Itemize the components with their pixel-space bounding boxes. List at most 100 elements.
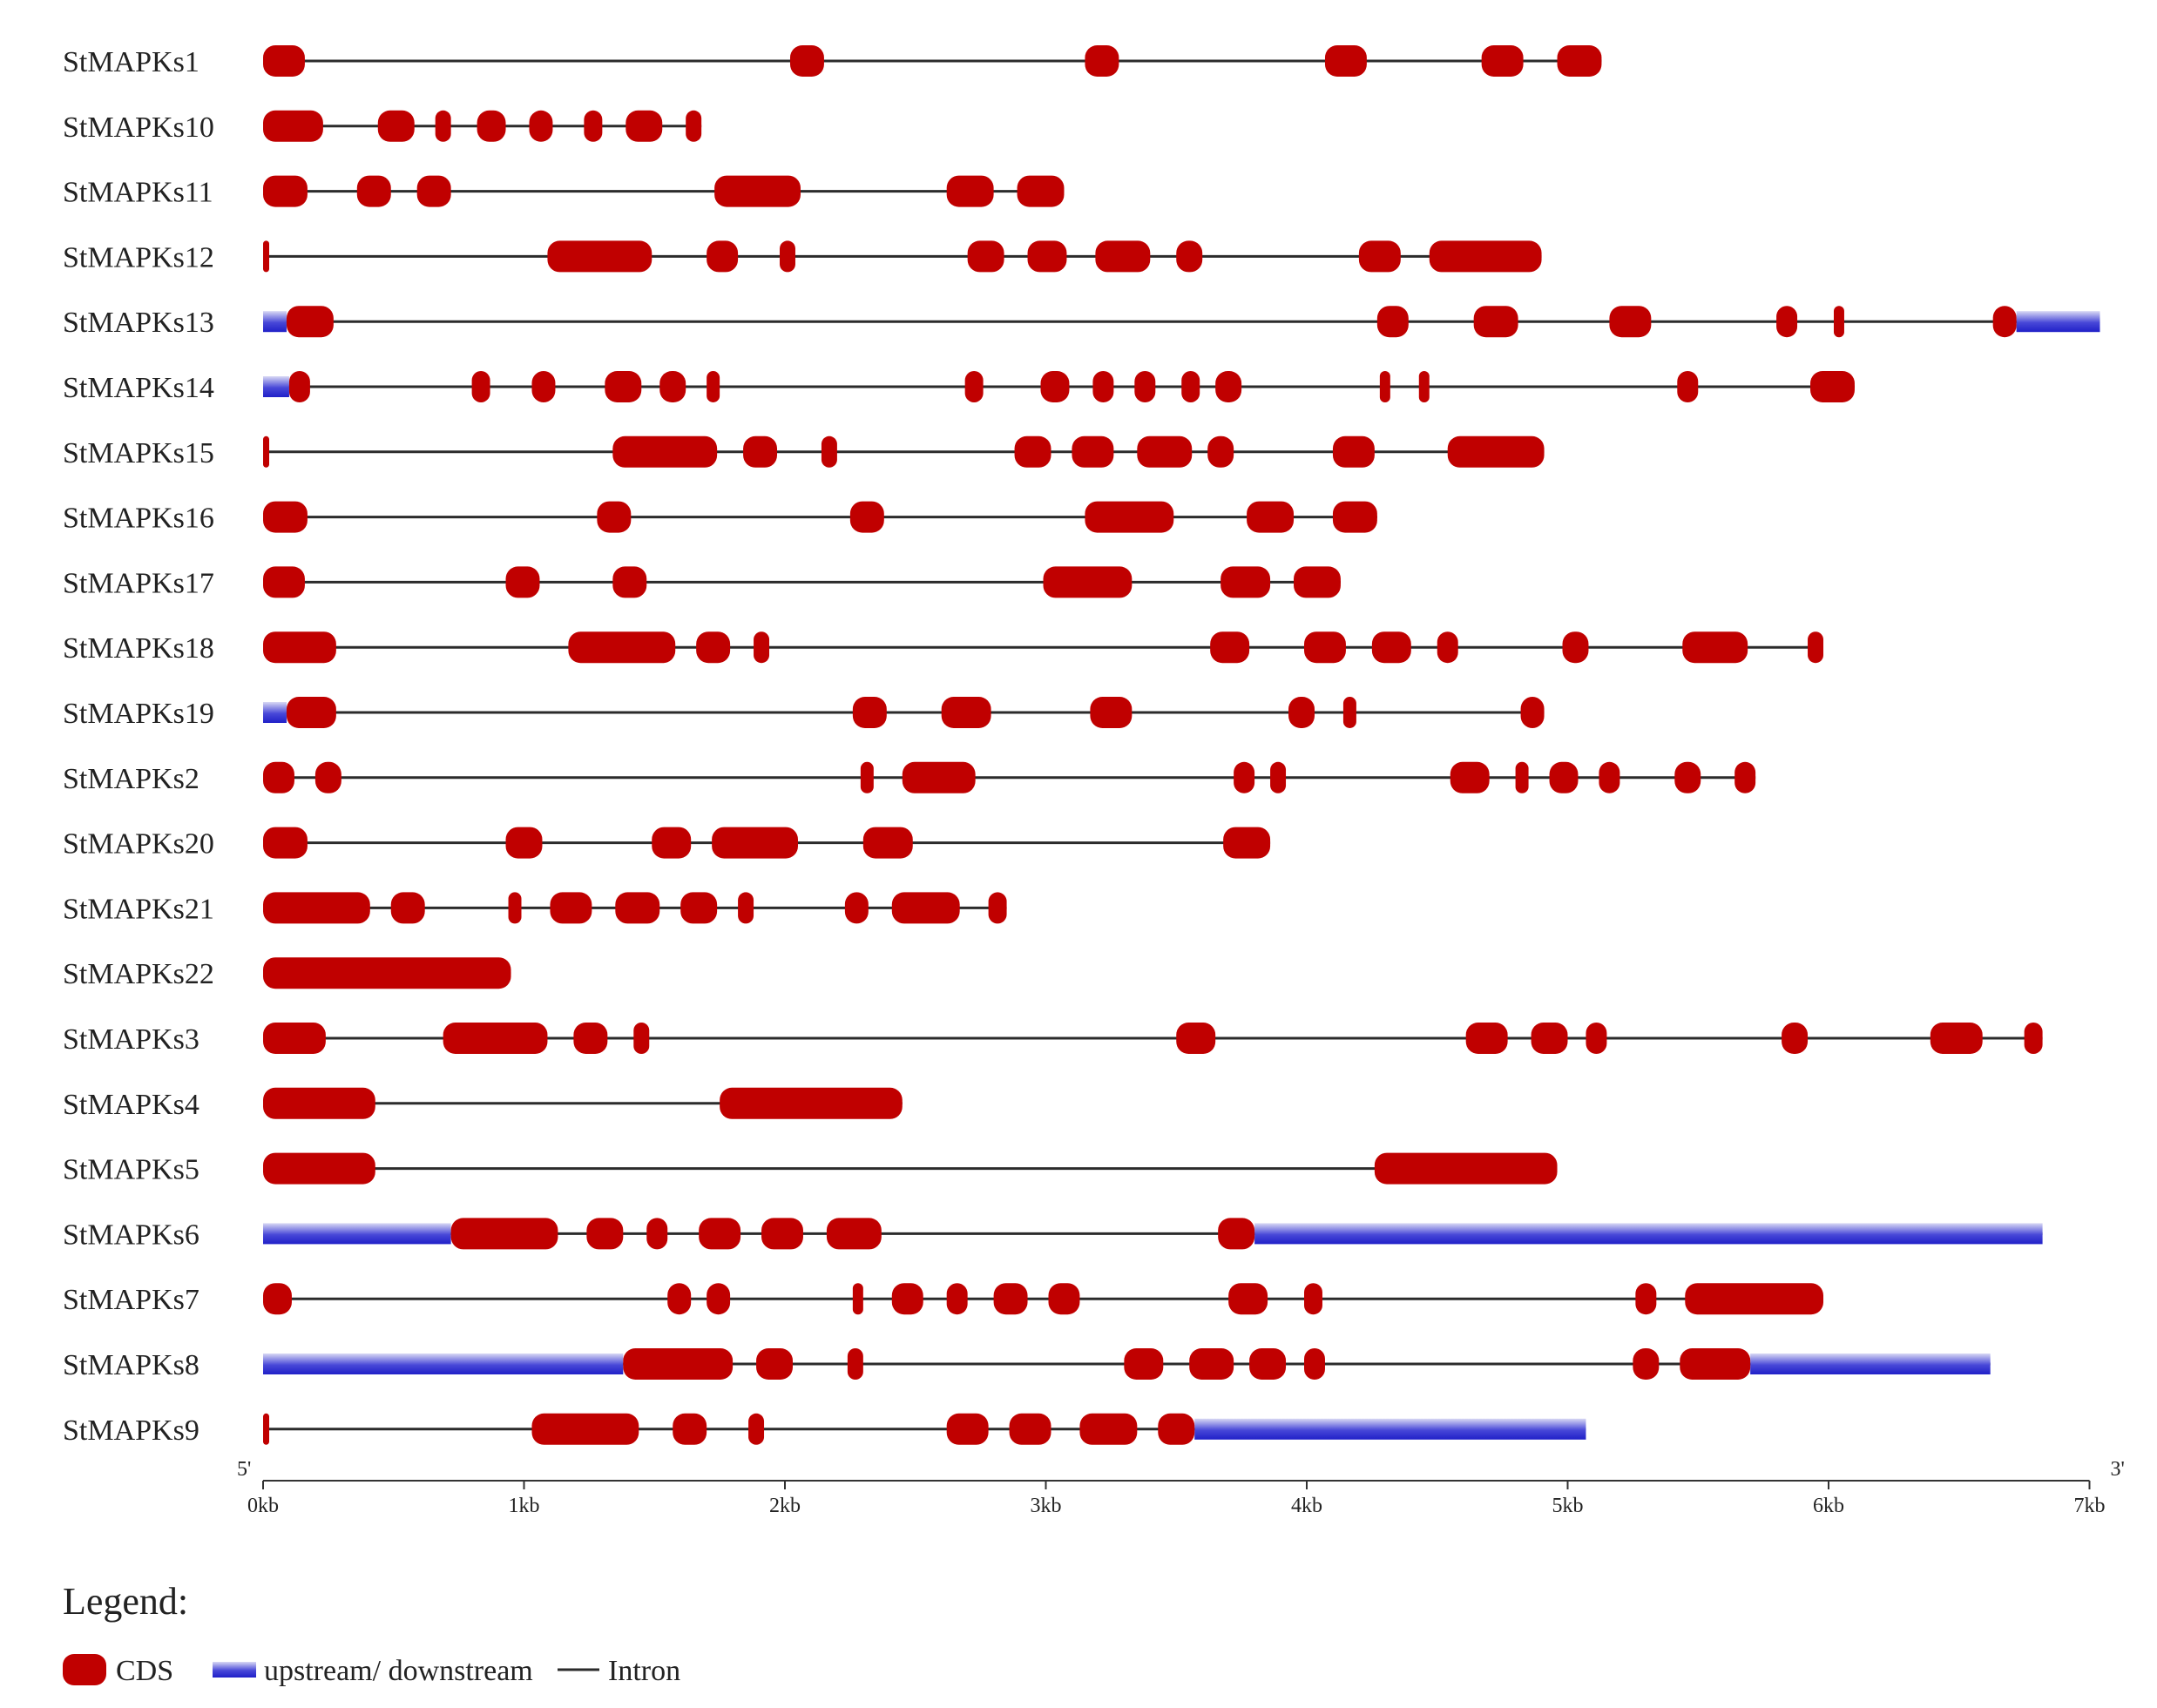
cds-exon [2024,1023,2043,1054]
cds-exon [623,1348,734,1380]
cds-exon [1040,371,1070,402]
cds-exon [263,1413,269,1445]
cds-exon [1228,1283,1268,1315]
three-prime-label: 3' [2111,1458,2125,1481]
cds-exon [946,1283,968,1315]
gene-label: StMAPKs1 [63,46,199,78]
cds-exon [605,371,642,402]
cds-exon [1189,1348,1234,1380]
cds-exon [1332,435,1375,468]
gene-label: StMAPKs22 [63,958,214,990]
gene-label: StMAPKs13 [63,307,214,339]
cds-exon [435,110,451,142]
cds-exon [852,697,887,728]
cds-exon [1586,1023,1607,1054]
cds-exon [633,1023,650,1054]
cds-exon [902,761,976,793]
cds-exon [1562,631,1589,664]
gene-label: StMAPKs17 [63,567,214,599]
cds-exon [1247,501,1295,533]
cds-exon [667,1283,692,1315]
cds-exon [680,892,718,924]
cds-exon [1092,371,1114,402]
cds-exon [505,566,540,598]
cds-exon [505,827,543,859]
gene-label: StMAPKs15 [63,437,214,469]
cds-exon [612,435,718,468]
cds-exon [1450,761,1490,793]
cds-exon [1095,240,1151,273]
cds-exon [720,1087,903,1119]
cds-exon [550,892,592,924]
cds-exon [1304,631,1346,664]
cds-exon [263,1087,375,1119]
cds-exon [1090,697,1133,728]
gene-row: StMAPKs3 [63,1023,2043,1056]
cds-exon [1557,45,1602,77]
cds-exon [1294,566,1341,598]
gene-label: StMAPKs7 [63,1284,199,1316]
cds-exon [789,45,824,77]
cds-exon [1342,697,1356,728]
gene-label: StMAPKs21 [63,893,214,925]
cds-exon [748,1413,765,1445]
cds-exon [1027,240,1067,273]
cds-exon [738,892,754,924]
cds-exon [946,1413,989,1445]
cds-exon [477,110,506,142]
cds-exon [1437,631,1458,664]
gene-row: StMAPKs11 [63,175,1065,209]
cds-exon [761,1218,803,1250]
cds-exon [852,1283,863,1315]
cds-exon [1633,1348,1660,1380]
cds-exon [416,175,451,207]
legend: Legend: CDS upstream/ downstream Intron [63,1580,680,1687]
cds-exon [714,175,801,207]
cds-exon [967,240,1004,273]
cds-exon [1304,1283,1322,1315]
cds-exon [847,1348,863,1380]
cds-exon [821,435,837,468]
utr-region [263,376,289,397]
cds-exon [263,631,336,664]
gene-label: StMAPKs2 [63,763,199,795]
cds-exon [1085,45,1119,77]
gene-label: StMAPKs5 [63,1154,199,1186]
gene-row: StMAPKs20 [63,827,1271,861]
five-prime-label: 5' [237,1458,251,1481]
cds-exon [625,110,663,142]
genes-layer: StMAPKs1 StMAPKs10 StMAPKs11 StMAPKs12 StMAP… [63,45,2100,1447]
cds-exon [707,240,739,273]
cds-exon [1358,240,1401,273]
cds-exon [1782,1023,1809,1054]
utr-region [2016,311,2100,333]
cds-exon [1635,1283,1657,1315]
cds-exon [1447,435,1545,468]
gene-row: StMAPKs14 [63,371,1855,404]
cds-exon [699,1218,741,1250]
cds-exon [1181,371,1200,402]
cds-exon [1304,1348,1325,1380]
cds-exon [263,1283,292,1315]
cds-exon [1072,435,1114,468]
gene-label: StMAPKs12 [63,241,214,273]
cds-exon [1124,1348,1164,1380]
cds-exon [1810,371,1855,402]
gene-row: StMAPKs7 [63,1283,1824,1316]
cds-exon [743,435,778,468]
gene-label: StMAPKs18 [63,632,214,665]
cds-exon [390,892,425,924]
cds-exon [547,240,653,273]
axis-tick-label: 6kb [1813,1495,1844,1517]
axis-tick-label: 5kb [1552,1495,1584,1517]
cds-exon [1223,827,1271,859]
cds-exon [946,175,994,207]
cds-exon [529,110,553,142]
cds-exon [1249,1348,1287,1380]
cds-exon [1270,761,1287,793]
cds-exon [1288,697,1315,728]
gene-label: StMAPKs9 [63,1414,199,1447]
cds-exon [756,1348,793,1380]
cds-exon [615,892,660,924]
